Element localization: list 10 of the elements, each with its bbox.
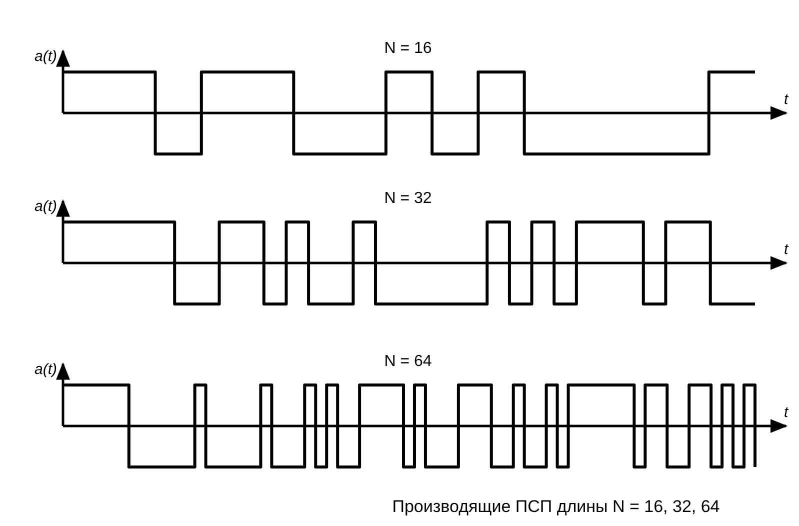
chart-title: N = 64: [384, 353, 432, 370]
y-axis-title: a(t): [34, 198, 58, 215]
chart-title: N = 16: [384, 40, 432, 57]
x-axis-title: t: [784, 404, 789, 421]
chart-title: N = 32: [384, 190, 432, 207]
x-axis-title: t: [784, 91, 789, 108]
text: Производящие ПСП длины N = 16, 32, 64: [392, 497, 720, 516]
y-axis-title: a(t): [34, 48, 58, 65]
x-axis-title: t: [784, 241, 789, 258]
y-axis-title: a(t): [34, 361, 58, 378]
